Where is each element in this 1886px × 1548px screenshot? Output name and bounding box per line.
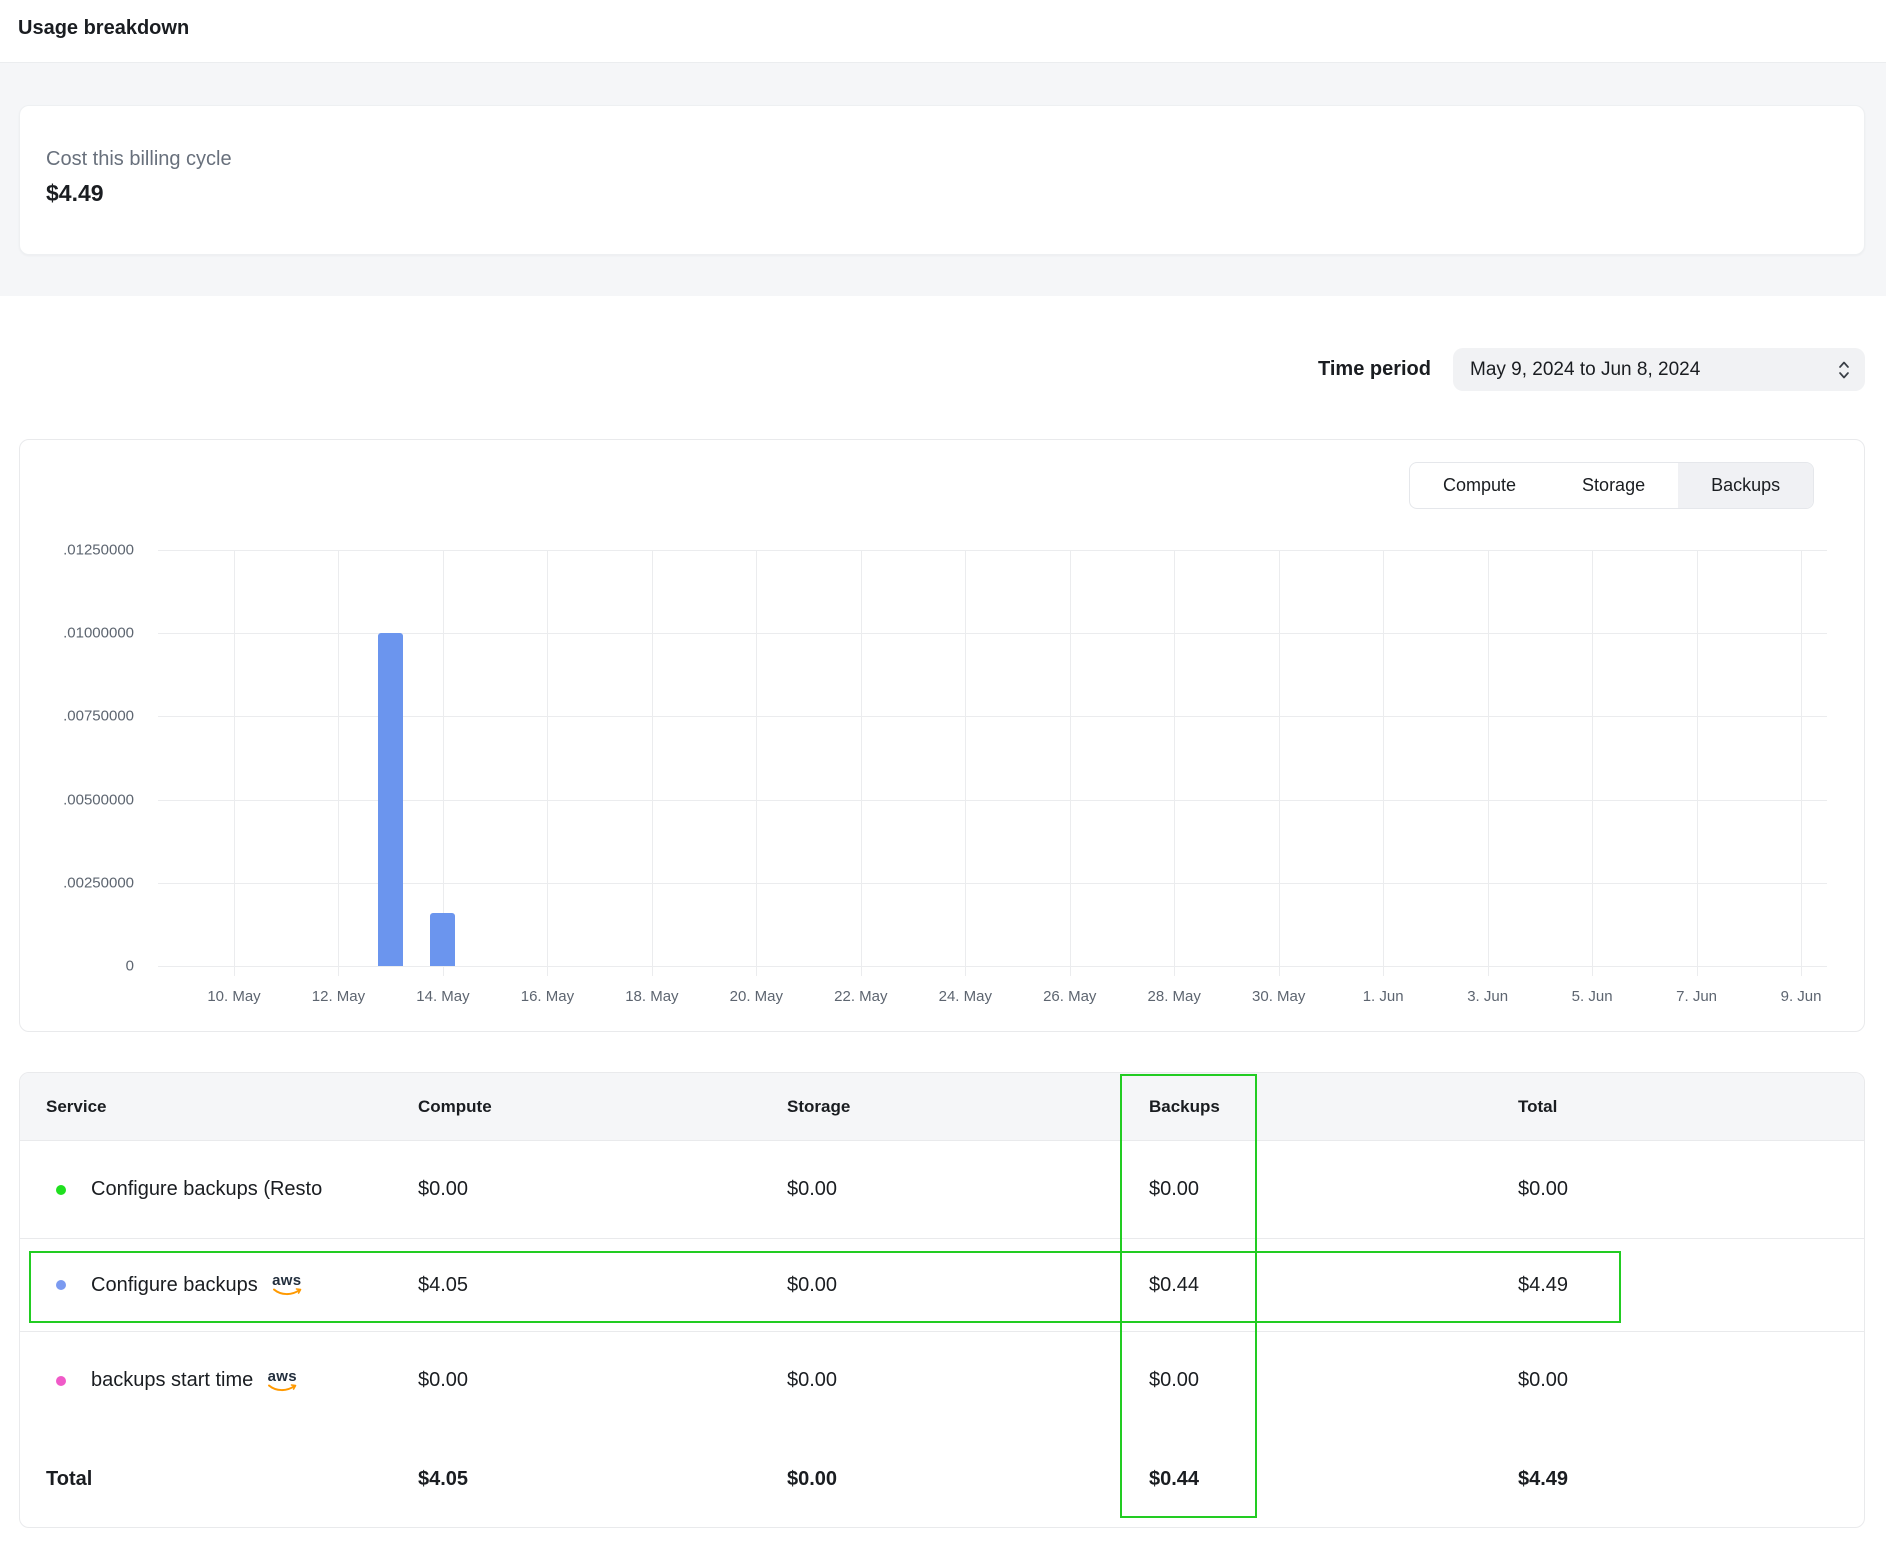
y-gridline	[158, 800, 1827, 801]
x-gridline	[756, 550, 757, 976]
x-axis-tick-label: 20. May	[730, 988, 783, 1005]
x-axis-tick-label: 1. Jun	[1363, 988, 1404, 1005]
backups-value: $0.00	[1149, 1369, 1518, 1392]
x-gridline	[965, 550, 966, 976]
x-gridline	[1801, 550, 1802, 976]
table-row-2: Configure backups aws $4.05$0.00$0.44$4.49	[20, 1239, 1864, 1332]
y-axis-tick-label: .00250000	[20, 874, 134, 891]
x-gridline	[547, 550, 548, 976]
compute-value: $0.00	[418, 1369, 787, 1392]
x-axis-tick-label: 5. Jun	[1572, 988, 1613, 1005]
chevron-updown-icon	[1837, 359, 1851, 381]
y-axis-tick-label: .00500000	[20, 791, 134, 808]
column-header-backups: Backups	[1149, 1097, 1518, 1117]
x-gridline	[1279, 550, 1280, 976]
x-axis-tick-label: 18. May	[625, 988, 678, 1005]
x-axis-tick-label: 26. May	[1043, 988, 1096, 1005]
series-color-dot-icon	[56, 1185, 66, 1195]
total-backups-value: $0.44	[1149, 1468, 1518, 1491]
billing-cycle-card: Cost this billing cycle $4.49	[19, 105, 1865, 255]
storage-value: $0.00	[787, 1274, 1149, 1297]
total-total-value: $4.49	[1518, 1468, 1864, 1491]
x-gridline	[1070, 550, 1071, 976]
service-cell: backups start time aws	[46, 1369, 418, 1393]
storage-value: $0.00	[787, 1178, 1149, 1201]
compute-value: $0.00	[418, 1178, 787, 1201]
x-axis-tick-label: 9. Jun	[1781, 988, 1822, 1005]
service-name: Configure backups	[91, 1274, 258, 1297]
y-gridline	[158, 966, 1827, 967]
tab-storage[interactable]: Storage	[1549, 463, 1678, 508]
tab-backups[interactable]: Backups	[1678, 463, 1813, 508]
aws-logo-icon: aws	[267, 1369, 297, 1393]
x-axis-tick-label: 3. Jun	[1467, 988, 1508, 1005]
x-axis-tick-label: 7. Jun	[1676, 988, 1717, 1005]
x-axis-tick-label: 16. May	[521, 988, 574, 1005]
time-period-label: Time period	[1318, 358, 1431, 381]
x-axis-tick-label: 30. May	[1252, 988, 1305, 1005]
total-row-label: Total	[46, 1468, 418, 1491]
total-compute-value: $4.05	[418, 1468, 787, 1491]
backups-value: $0.00	[1149, 1178, 1518, 1201]
table-total-row: Total$4.05$0.00$0.44$4.49	[20, 1429, 1864, 1528]
y-axis-tick-label: .01000000	[20, 625, 134, 642]
total-value: $4.49	[1518, 1274, 1864, 1297]
y-gridline	[158, 883, 1827, 884]
x-gridline	[1488, 550, 1489, 976]
time-period-select[interactable]: May 9, 2024 to Jun 8, 2024	[1453, 348, 1865, 391]
y-gridline	[158, 716, 1827, 717]
service-cell: Configure backups aws	[46, 1273, 418, 1297]
table-header-row: ServiceComputeStorageBackupsTotal	[20, 1073, 1864, 1141]
usage-chart-card: ComputeStorageBackups .01250000 .01000000…	[19, 439, 1865, 1032]
x-gridline	[1592, 550, 1593, 976]
service-cell: Configure backups (Resto	[46, 1178, 418, 1201]
x-gridline	[1697, 550, 1698, 976]
x-gridline	[338, 550, 339, 976]
y-gridline	[158, 633, 1827, 634]
backups-value: $0.44	[1149, 1274, 1518, 1297]
chart-metric-tabs: ComputeStorageBackups	[1409, 462, 1814, 509]
column-header-service: Service	[46, 1097, 418, 1117]
total-storage-value: $0.00	[787, 1468, 1149, 1491]
y-axis-tick-label: .00750000	[20, 708, 134, 725]
tab-compute[interactable]: Compute	[1410, 463, 1549, 508]
service-name: Configure backups (Resto	[91, 1178, 322, 1201]
table-row-3: backups start timeaws$0.00$0.00$0.00$0.0…	[20, 1332, 1864, 1429]
service-name: backups start time	[91, 1369, 253, 1392]
series-color-dot-icon	[56, 1280, 66, 1290]
x-axis-tick-label: 24. May	[939, 988, 992, 1005]
page-title: Usage breakdown	[18, 17, 189, 40]
billing-cycle-label: Cost this billing cycle	[46, 148, 232, 171]
x-axis-tick-label: 28. May	[1148, 988, 1201, 1005]
compute-value: $4.05	[418, 1274, 787, 1297]
x-gridline	[861, 550, 862, 976]
billing-cycle-amount: $4.49	[46, 180, 104, 207]
x-gridline	[1383, 550, 1384, 976]
total-value: $0.00	[1518, 1178, 1864, 1201]
x-axis-tick-label: 22. May	[834, 988, 887, 1005]
x-gridline	[234, 550, 235, 976]
chart-bar-13-may	[378, 633, 403, 966]
total-value: $0.00	[1518, 1369, 1864, 1392]
y-axis-tick-label: 0	[20, 958, 134, 975]
aws-logo-icon: aws	[272, 1273, 302, 1297]
table-row-1: Configure backups (Resto$0.00$0.00$0.00$…	[20, 1141, 1864, 1239]
y-axis-tick-label: .01250000	[20, 542, 134, 559]
time-period-value: May 9, 2024 to Jun 8, 2024	[1470, 359, 1700, 381]
billing-summary-band: Cost this billing cycle $4.49	[0, 62, 1886, 296]
y-gridline	[158, 550, 1827, 551]
storage-value: $0.00	[787, 1369, 1149, 1392]
x-gridline	[652, 550, 653, 976]
series-color-dot-icon	[56, 1376, 66, 1386]
time-period-row: Time period May 9, 2024 to Jun 8, 2024	[1318, 348, 1865, 391]
x-gridline	[1174, 550, 1175, 976]
column-header-compute: Compute	[418, 1097, 787, 1117]
column-header-storage: Storage	[787, 1097, 1149, 1117]
x-axis-tick-label: 12. May	[312, 988, 365, 1005]
chart-bar-14-may	[430, 913, 455, 966]
usage-table-card: ServiceComputeStorageBackupsTotal Config…	[19, 1072, 1865, 1528]
x-axis-tick-label: 10. May	[207, 988, 260, 1005]
x-axis-tick-label: 14. May	[416, 988, 469, 1005]
column-header-total: Total	[1518, 1097, 1864, 1117]
